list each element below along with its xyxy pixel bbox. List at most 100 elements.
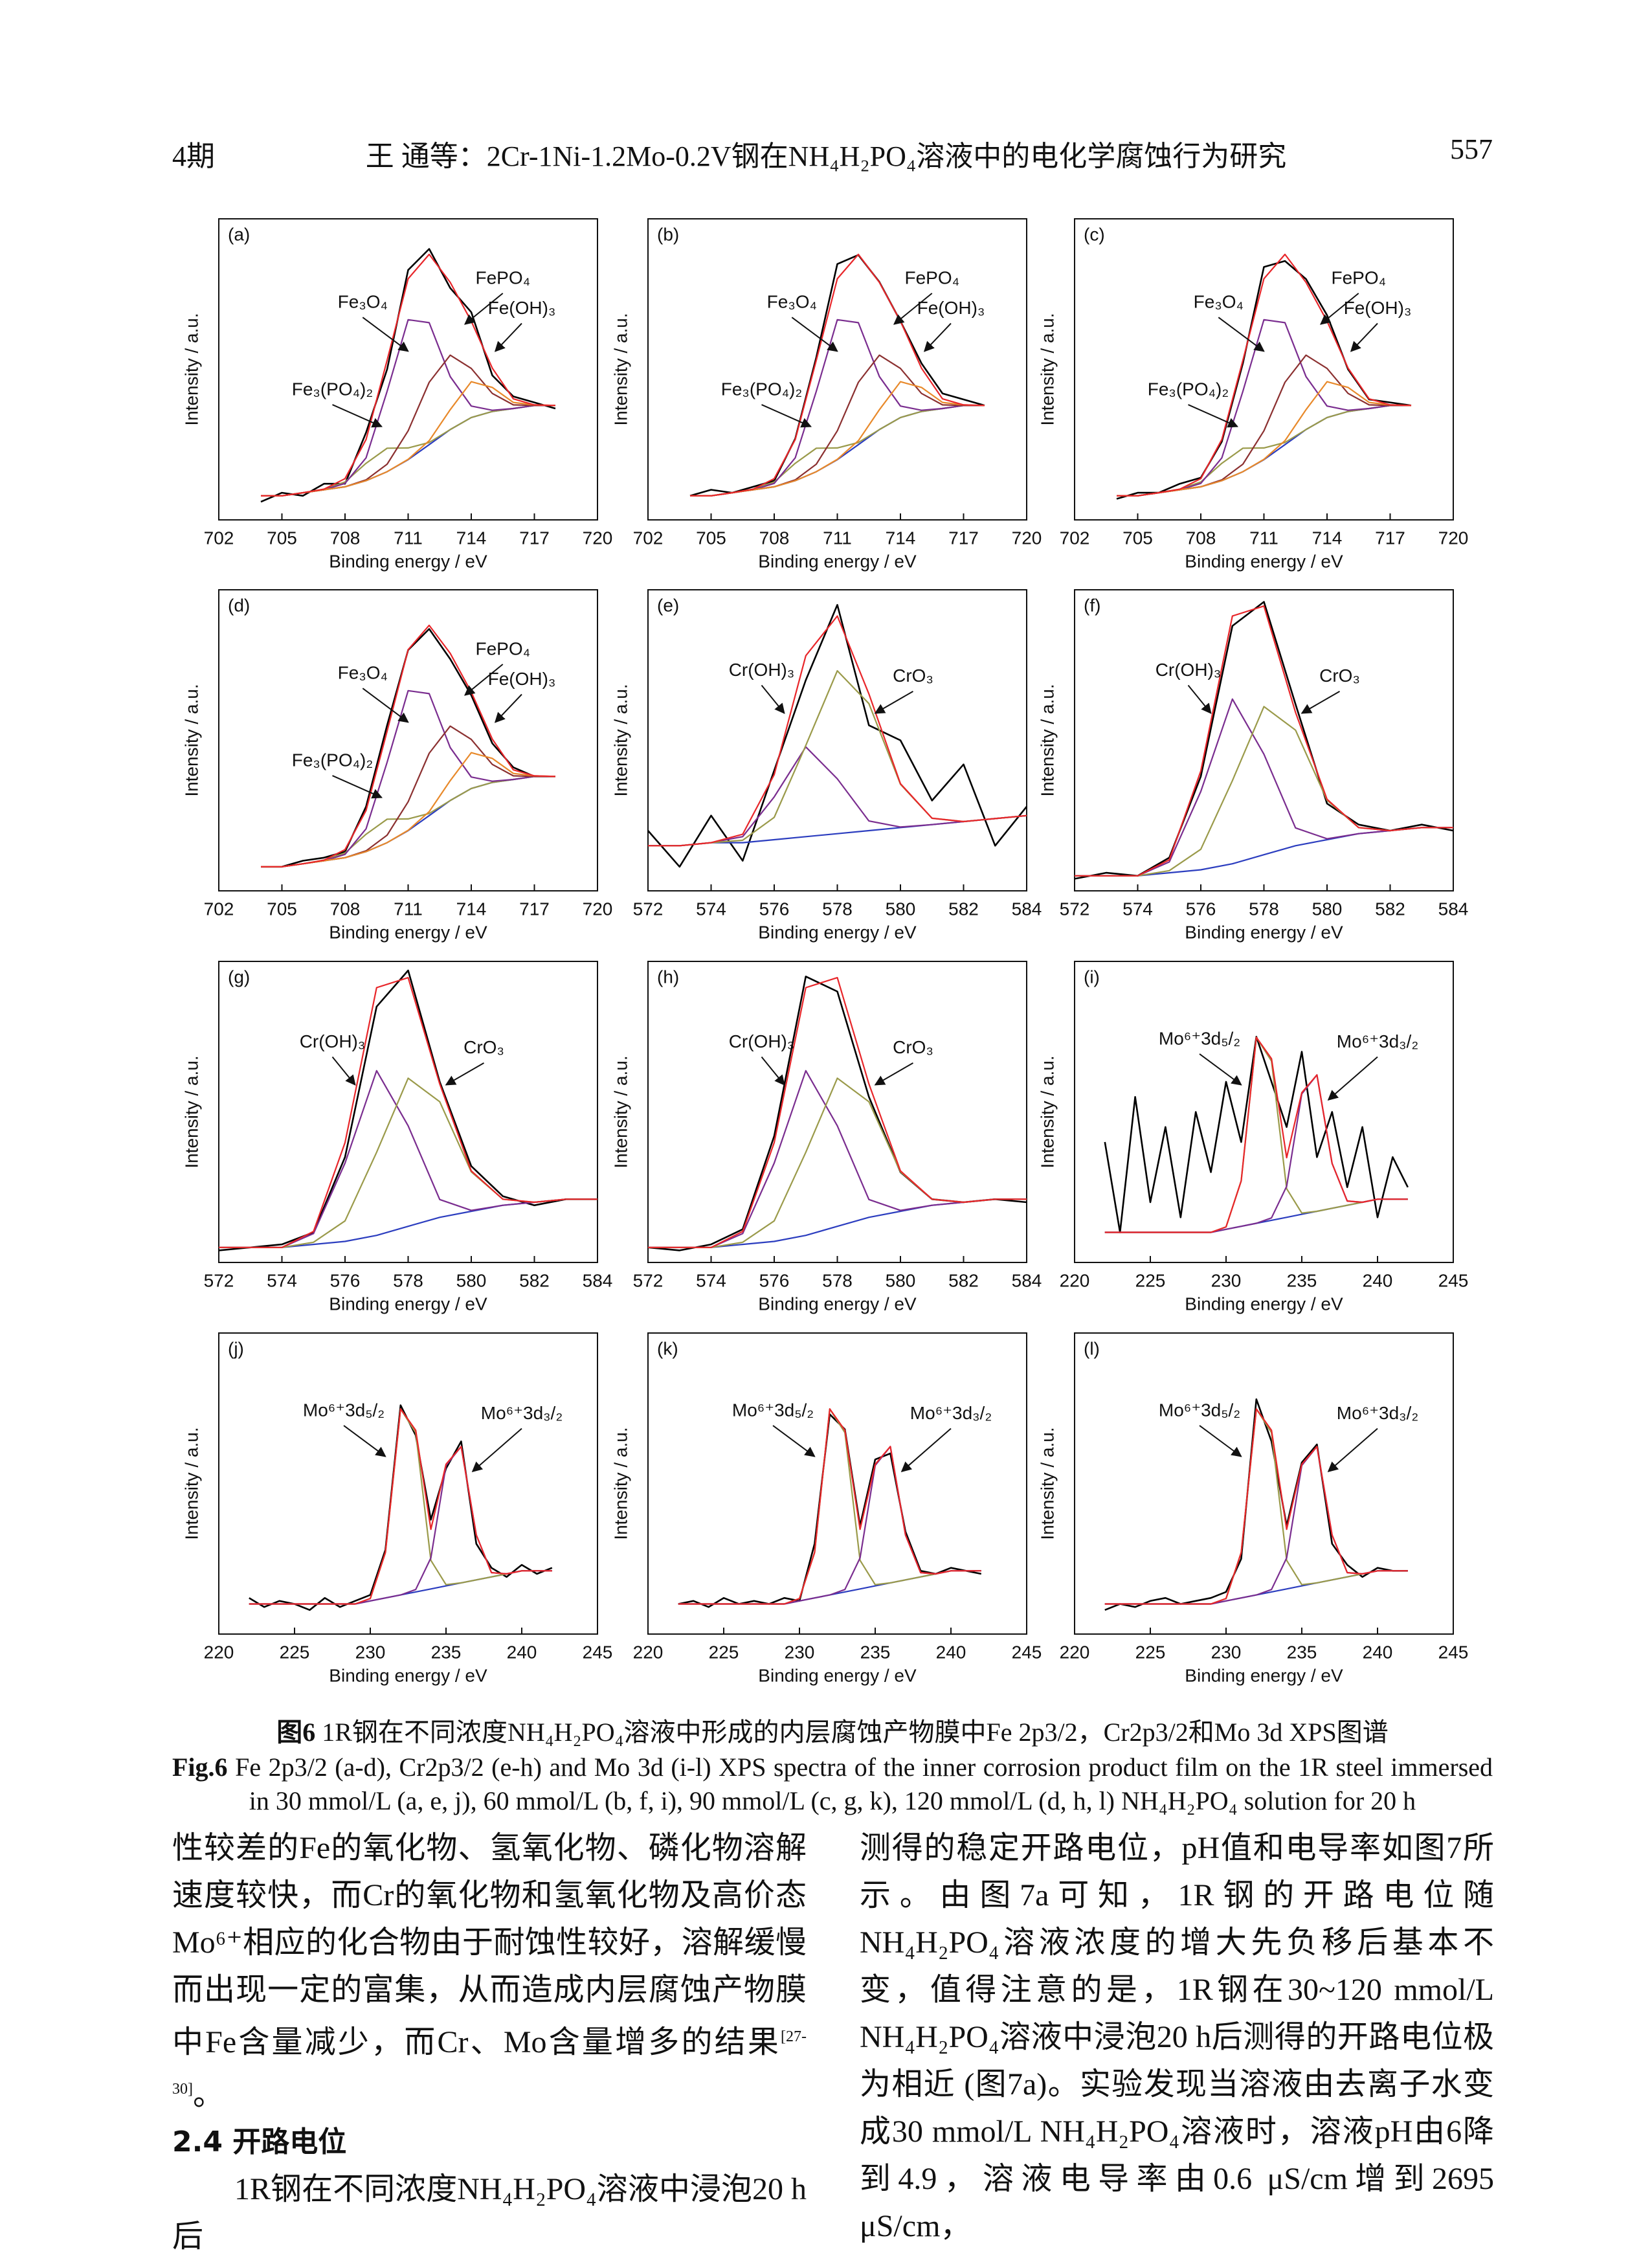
series-line — [249, 1446, 552, 1605]
series-line — [261, 253, 556, 497]
annotation: Mo⁶⁺3d₅/₂ — [732, 1400, 814, 1420]
annotation-arrow — [471, 1428, 522, 1472]
series-line — [647, 604, 1028, 868]
x-tick-label: 705 — [696, 528, 726, 548]
annotation: Fe₃O₄ — [1194, 292, 1244, 312]
panel-label: (l) — [1084, 1338, 1100, 1358]
x-tick-label: 708 — [330, 899, 361, 919]
series-line — [1104, 1198, 1408, 1233]
x-tick-label: 576 — [759, 899, 790, 919]
series-line — [261, 354, 555, 497]
series-line — [648, 1077, 1027, 1248]
x-tick-label: 584 — [1012, 899, 1042, 919]
plot-frame — [647, 589, 1027, 891]
annotation-arrow — [772, 1425, 816, 1457]
x-tick-label: 708 — [330, 528, 361, 548]
panel-label: (b) — [657, 224, 679, 244]
citation: [27-30] — [172, 2028, 807, 2098]
series-line — [648, 1198, 1027, 1248]
annotation: Fe₃(PO₄)₂ — [1148, 379, 1229, 399]
annotation: Mo⁶⁺3d₅/₂ — [303, 1400, 385, 1420]
series-line — [1075, 605, 1453, 877]
series-line — [1104, 1037, 1408, 1233]
x-tick-label: 235 — [431, 1642, 462, 1662]
annotation-arrow — [761, 404, 812, 428]
series-line — [648, 1070, 1027, 1248]
x-tick-label: 720 — [1438, 528, 1469, 548]
x-tick-label: 580 — [886, 899, 916, 919]
annotation: Mo⁶⁺3d₃/₂ — [481, 1403, 563, 1423]
series-line — [1117, 319, 1411, 497]
annotation-arrow — [1187, 684, 1212, 714]
series-line — [690, 354, 985, 497]
annotation-arrow — [362, 317, 409, 352]
x-tick-label: 705 — [1122, 528, 1153, 548]
series-line — [1117, 253, 1412, 497]
panel-label: (c) — [1084, 224, 1105, 244]
series-line — [690, 253, 985, 497]
x-tick-label: 225 — [709, 1642, 739, 1662]
x-tick-label: 245 — [1438, 1642, 1469, 1662]
x-tick-label: 225 — [1135, 1642, 1166, 1662]
x-tick-label: 230 — [1211, 1270, 1242, 1290]
plot-frame — [218, 961, 598, 1263]
x-tick-label: 220 — [1060, 1642, 1090, 1662]
x-tick-label: 584 — [583, 1270, 613, 1290]
series-line — [219, 1198, 597, 1248]
annotation: Fe₃(PO₄)₂ — [292, 379, 373, 399]
issue: 4期 — [172, 140, 215, 172]
panel-label: (h) — [657, 967, 679, 987]
x-tick-label: 711 — [823, 528, 852, 548]
annotation: Mo⁶⁺3d₃/₂ — [1337, 1031, 1418, 1051]
x-tick-label: 711 — [394, 528, 423, 548]
series-line — [648, 977, 1027, 1248]
annotation-arrow — [494, 322, 522, 352]
x-tick-label: 574 — [267, 1270, 297, 1290]
annotation: Fe₃(PO₄)₂ — [721, 379, 802, 399]
panel-label: (g) — [228, 967, 250, 987]
annotation-arrow — [464, 664, 504, 696]
panel-label: (d) — [228, 595, 250, 615]
annotation-arrow — [494, 693, 522, 723]
text: 。 — [193, 2078, 225, 2112]
series-line — [1104, 1570, 1408, 1605]
x-axis-label: Binding energy / eV — [758, 1294, 917, 1314]
x-tick-label: 580 — [886, 1270, 916, 1290]
x-axis-label: Binding energy / eV — [329, 1294, 487, 1314]
series-line — [218, 969, 597, 1251]
series-line — [1075, 706, 1453, 877]
annotation: Fe(OH)₃ — [1344, 298, 1412, 318]
annotation-arrow — [761, 1056, 785, 1086]
x-tick-label: 717 — [519, 528, 550, 548]
caption-en: Fig.6 Fe 2p3/2 (a-d), Cr2p3/2 (e-h) and … — [172, 1751, 1493, 1818]
x-tick-label: 578 — [822, 1270, 853, 1290]
annotation: Cr(OH)₃ — [300, 1031, 366, 1051]
series-line — [261, 776, 555, 868]
y-axis-label: Intensity / a.u. — [181, 684, 201, 796]
annotation: Mo⁶⁺3d₃/₂ — [1337, 1403, 1418, 1423]
y-axis-label: Intensity / a.u. — [610, 1427, 631, 1540]
x-tick-label: 582 — [1375, 899, 1405, 919]
annotation: Fe₃(PO₄)₂ — [292, 750, 373, 770]
x-tick-label: 720 — [583, 899, 613, 919]
x-tick-label: 245 — [1012, 1642, 1042, 1662]
x-tick-label: 714 — [456, 899, 487, 919]
x-tick-label: 578 — [1249, 899, 1279, 919]
annotation: FePO₄ — [475, 638, 530, 658]
x-tick-label: 235 — [1287, 1270, 1317, 1290]
plot-frame — [1074, 1332, 1454, 1635]
x-tick-label: 235 — [1287, 1642, 1317, 1662]
x-tick-label: 582 — [519, 1270, 550, 1290]
y-axis-label: Intensity / a.u. — [1037, 1427, 1057, 1540]
y-axis-label: Intensity / a.u. — [181, 1427, 201, 1540]
annotation-arrow — [362, 688, 409, 723]
series-line — [249, 1408, 552, 1605]
annotation: Fe₃O₄ — [338, 663, 388, 683]
x-tick-label: 705 — [267, 899, 297, 919]
annotation-arrow — [761, 684, 785, 714]
series-line — [261, 776, 555, 868]
text: 性较差的Fe的氧化物、氢氧化物、磷化物溶解速度较快，而Cr的氧化物和氢氧化物及高… — [172, 1831, 807, 2059]
series-line — [648, 746, 1027, 847]
caption-text: Fe 2p3/2 (a-d), Cr2p3/2 (e-h) and Mo 3d … — [235, 1753, 1493, 1815]
series-line — [678, 1446, 981, 1605]
